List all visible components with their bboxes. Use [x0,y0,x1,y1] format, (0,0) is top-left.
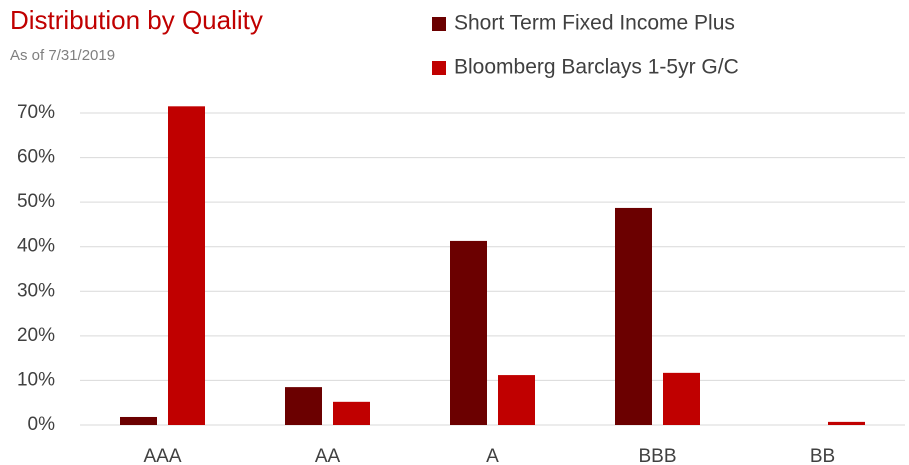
bar [498,375,535,425]
y-tick-label: 50% [17,191,55,212]
y-tick-label: 20% [17,325,55,346]
x-tick-label: BB [810,446,835,465]
legend-label: Bloomberg Barclays 1-5yr G/C [454,56,739,79]
legend-label: Short Term Fixed Income Plus [454,12,735,35]
bar [450,240,487,425]
y-tick-label: 0% [28,414,56,435]
chart-title: Distribution by Quality [10,5,263,35]
bar [120,416,157,425]
legend-swatch [432,61,446,75]
bar [615,207,652,425]
y-tick-label: 40% [17,236,55,257]
x-tick-label: AAA [143,446,181,465]
bar [663,372,700,425]
y-tick-label: 30% [17,280,55,301]
y-tick-label: 70% [17,102,55,123]
x-tick-label: BBB [638,446,676,465]
x-tick-label: AA [315,446,341,465]
x-tick-label: A [486,446,499,465]
bar [828,421,865,425]
y-tick-label: 60% [17,147,55,168]
bar [168,106,205,426]
bar [285,387,322,425]
chart-subtitle: As of 7/31/2019 [10,47,115,64]
y-tick-label: 10% [17,369,55,390]
legend-swatch [432,17,446,31]
bar [333,401,370,425]
